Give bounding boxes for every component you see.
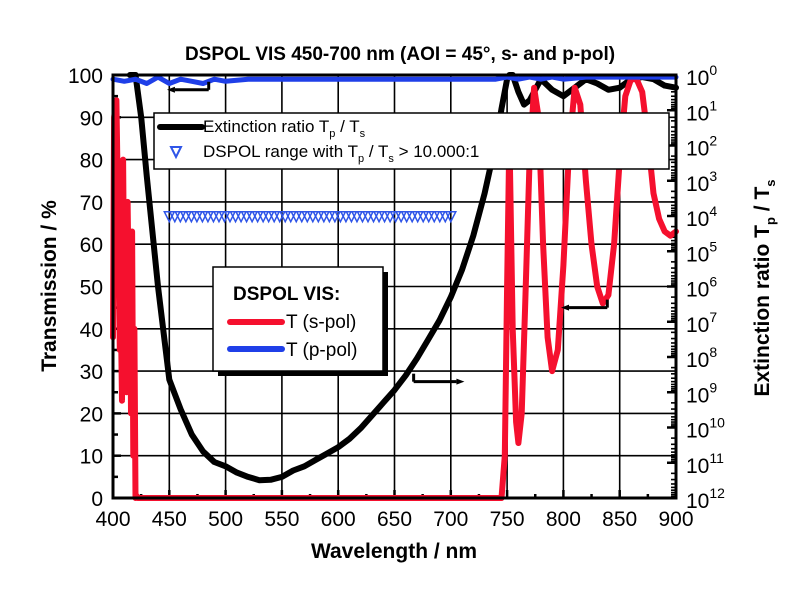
legend-range-label: DSPOL range with Tp / Ts > 10.000:1: [203, 142, 479, 165]
y-tick-label: 30: [80, 361, 103, 384]
y-axis-title: Transmission / %: [38, 200, 61, 372]
y-tick-label: 20: [80, 403, 103, 426]
x-tick-label: 600: [321, 508, 356, 531]
x-tick-label: 550: [264, 508, 299, 531]
x-tick-label: 700: [433, 508, 468, 531]
y2-tick-label: 101: [686, 97, 717, 125]
x-tick-label: 900: [658, 508, 693, 531]
y2-title-sub2: s: [763, 179, 778, 186]
x-tick-label: 800: [546, 508, 581, 531]
x-tick-label: 500: [208, 508, 243, 531]
axis-arrow-head-icon: [166, 86, 175, 93]
legend-s-pol-label: T (s-pol): [286, 312, 356, 333]
y2-tick-label: 109: [686, 379, 717, 407]
axis-arrow: [166, 81, 211, 93]
chart-title: DSPOL VIS 450-700 nm (AOI = 45°, s- and …: [185, 44, 615, 65]
y-tick-label: 90: [80, 107, 103, 130]
series-layer: [110, 72, 679, 501]
legend-extinction-label: Extinction ratio Tp / Ts: [203, 117, 366, 140]
y2-tick-label: 104: [686, 203, 717, 231]
y-tick-label: 100: [68, 65, 103, 88]
legend-polarization: DSPOL VIS: T (s-pol) T (p-pol): [212, 266, 388, 376]
y-tick-label: 80: [80, 150, 103, 173]
y2-title-main: Extinction ratio T: [751, 225, 774, 397]
axis-arrow-head-icon: [561, 304, 570, 311]
x-tick-label: 750: [490, 508, 525, 531]
x-axis-title: Wavelength / nm: [311, 540, 477, 563]
y2-tick-label: 1010: [686, 415, 725, 443]
legend-extinction: Extinction ratio Tp / Ts DSPOL range wit…: [153, 112, 670, 170]
y2-title-mid: / T: [751, 187, 774, 218]
legend-p-pol-label: T (p-pol): [286, 340, 357, 361]
y2-tick-label: 102: [686, 133, 717, 161]
range-markers: [163, 210, 458, 224]
y2-tick-label: 107: [686, 309, 717, 337]
series-p-pol-line: [110, 74, 679, 86]
y2-tick-label: 100: [686, 62, 717, 90]
y-tick-label: 10: [80, 446, 103, 469]
axis-arrows: [166, 81, 609, 385]
axis-arrow: [412, 373, 465, 385]
axis-arrow: [561, 299, 609, 311]
y-tick-label: 60: [80, 234, 103, 257]
y-tick-label: 50: [80, 277, 103, 300]
y2-tick-label: 1012: [686, 485, 725, 513]
legend-2-title: DSPOL VIS:: [233, 284, 340, 305]
x-tick-label: 400: [95, 508, 130, 531]
x-tick-label: 650: [377, 508, 412, 531]
range-marker-point: [444, 210, 458, 224]
legend-triangle-marker-icon: [169, 146, 183, 160]
x-tick-label: 850: [602, 508, 637, 531]
y2-axis-ticks: 100 101 102 103 104 105 106 107 108 109 1010 1011 10…: [667, 62, 725, 513]
y-tick-label: 40: [80, 319, 103, 342]
y2-tick-label: 103: [686, 168, 717, 196]
y2-axis-title: Extinction ratio Tp / Ts: [751, 179, 778, 396]
y2-title-sub1: p: [763, 217, 778, 225]
series-s-pol-line: [110, 76, 679, 501]
y2-tick-label: 106: [686, 274, 717, 302]
y-tick-label: 70: [80, 192, 103, 215]
y2-tick-label: 108: [686, 344, 717, 372]
x-tick-label: 450: [152, 508, 187, 531]
axis-arrow-head-icon: [456, 378, 465, 385]
y-tick-label: 0: [91, 488, 103, 511]
legend-1-box: [153, 112, 670, 170]
y2-tick-label: 1011: [686, 450, 724, 478]
plot-frame: [111, 73, 678, 500]
y2-tick-label: 105: [686, 238, 717, 266]
